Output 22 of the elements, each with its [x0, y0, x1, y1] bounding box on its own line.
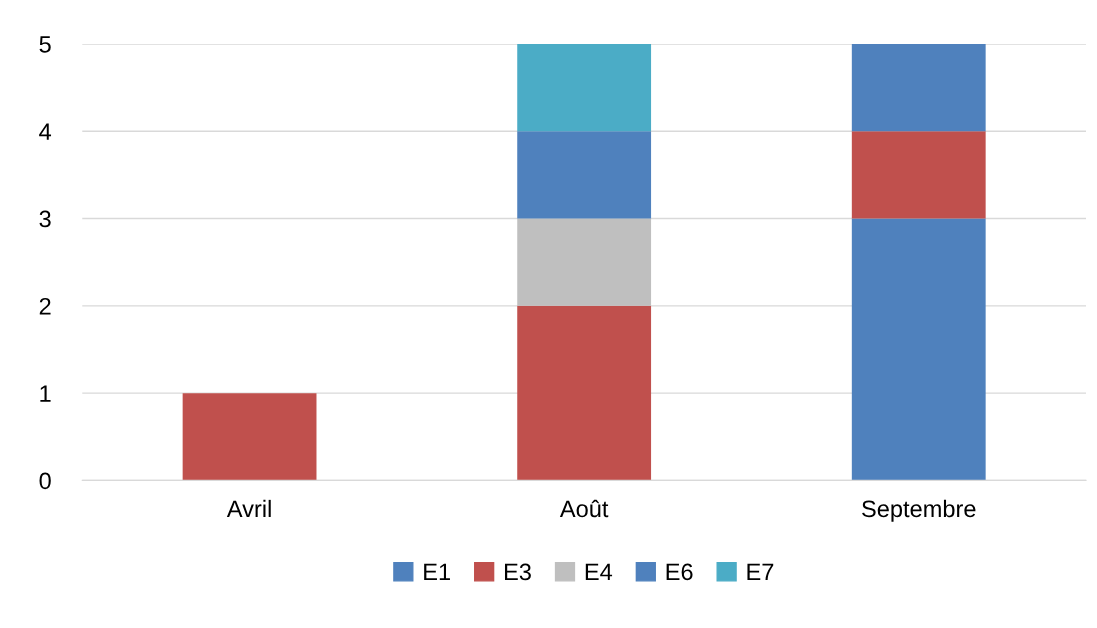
y-tick-label: 2 [39, 297, 51, 315]
legend-label: E3 [504, 563, 531, 581]
y-tick-label: 5 [39, 36, 51, 53]
y-tick-label: 0 [39, 472, 51, 490]
bar [851, 43, 986, 132]
legend-label: E4 [585, 563, 613, 581]
bar [851, 218, 986, 481]
y-tick-label: 3 [39, 210, 51, 228]
legend-label: E1 [424, 563, 450, 581]
x-tick-label: Avril [226, 499, 271, 517]
bar [517, 43, 652, 132]
bar [182, 393, 317, 481]
bar [851, 131, 986, 219]
legend-label: E6 [666, 563, 693, 581]
x-tick-label: Août [559, 499, 609, 518]
x-tick-label: Septembre [862, 499, 976, 522]
y-tick-label: 1 [40, 385, 51, 402]
y-tick-label: 4 [39, 123, 52, 140]
bar [517, 305, 652, 481]
bar [517, 218, 652, 306]
legend-label: E7 [747, 563, 774, 581]
bar [517, 131, 652, 219]
